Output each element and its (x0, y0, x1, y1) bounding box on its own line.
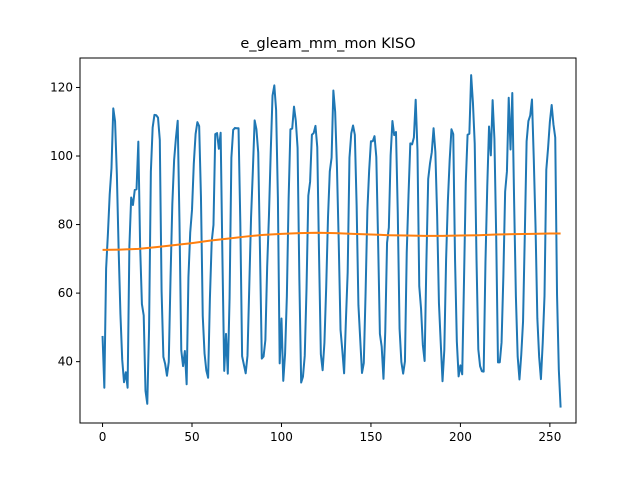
plot-frame (79, 57, 577, 424)
x-tick-label: 250 (538, 430, 561, 444)
x-tick-label: 150 (359, 430, 382, 444)
series-line-2 (102, 231, 561, 251)
series-line-1 (101, 74, 562, 408)
x-tick-label: 50 (184, 430, 199, 444)
x-tick-label: 0 (99, 430, 107, 444)
y-tick-label: 80 (58, 218, 73, 232)
x-tick-label: 200 (449, 430, 472, 444)
x-tick-label: 100 (270, 430, 293, 444)
series-layer (101, 74, 562, 408)
y-tick-label: 100 (50, 149, 73, 163)
y-tick-label: 40 (58, 355, 73, 369)
y-tick-label: 120 (50, 80, 73, 94)
y-tick-label: 60 (58, 286, 73, 300)
axis-layer: 0 50 100 150 200 250 40 60 80 100 120 (50, 80, 561, 444)
chart-title: e_gleam_mm_mon KISO (240, 36, 415, 52)
